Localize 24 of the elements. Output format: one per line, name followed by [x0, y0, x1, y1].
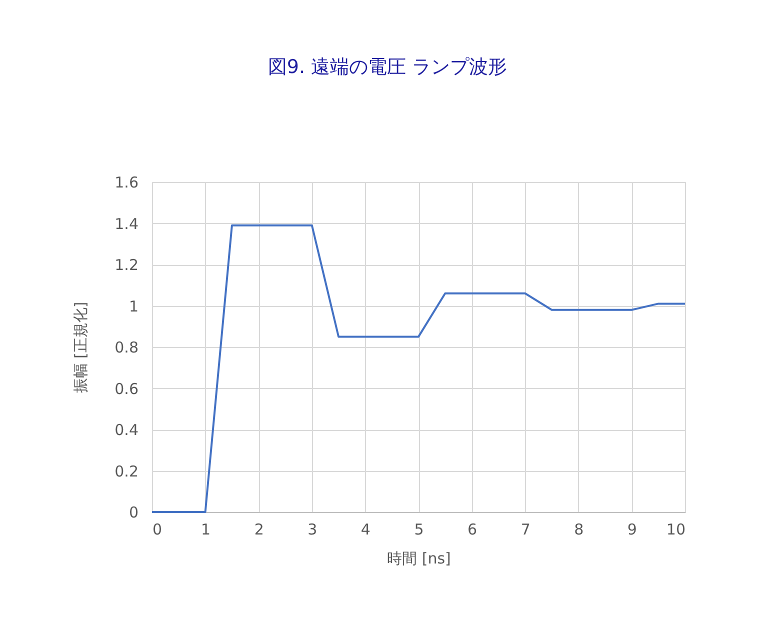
y-axis-title: 振幅 [正規化] [72, 302, 90, 394]
x-tick-label: 0 [152, 520, 162, 538]
y-tick-label: 1.6 [114, 174, 138, 192]
x-tick-label: 7 [520, 520, 530, 538]
x-tick-label: 5 [414, 520, 424, 538]
y-tick-label: 0.2 [114, 462, 138, 480]
x-tick-label: 3 [308, 520, 318, 538]
x-tick-label: 8 [574, 520, 584, 538]
x-tick-label: 4 [360, 520, 370, 538]
y-tick-label: 1.2 [114, 256, 138, 274]
y-tick-label: 0.8 [114, 338, 138, 356]
chart-title: 図9. 遠端の電圧 ランプ波形 [268, 56, 508, 78]
y-tick-label: 0.6 [114, 380, 138, 398]
y-tick-label: 0 [128, 504, 138, 522]
y-tick-label: 1 [128, 297, 138, 316]
x-axis-title: 時間 [ns] [387, 550, 451, 568]
x-tick-label: 2 [254, 520, 264, 538]
y-tick-label: 0.4 [114, 421, 138, 439]
x-tick-label: 1 [201, 520, 211, 538]
x-tick-label: 9 [627, 520, 637, 538]
x-tick-label: 6 [468, 520, 478, 538]
x-tick-label: 10 [666, 520, 686, 538]
y-tick-label: 1.4 [114, 214, 138, 233]
line-series [151, 224, 686, 513]
